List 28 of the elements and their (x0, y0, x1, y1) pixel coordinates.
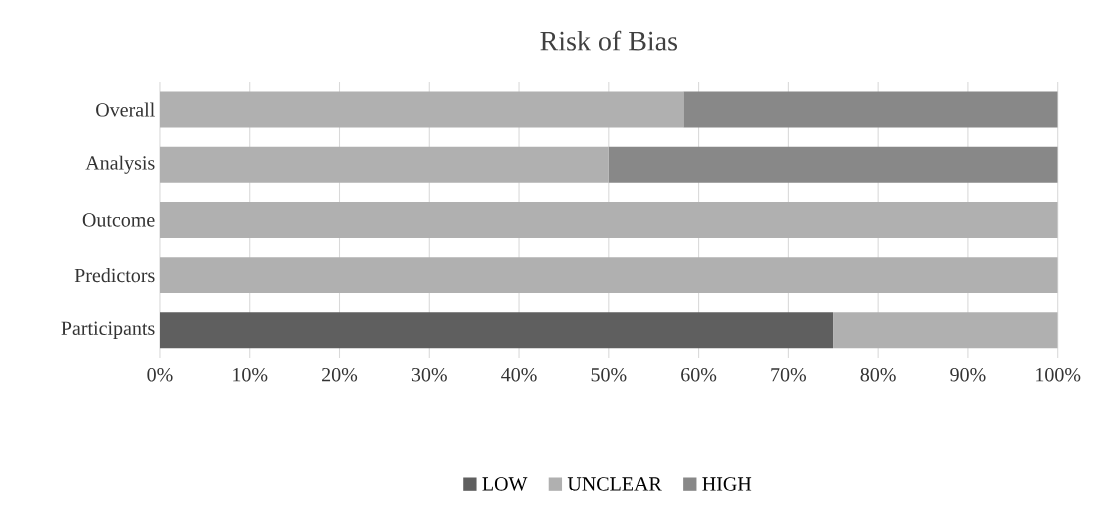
chart-title: Risk of Bias (540, 30, 678, 51)
x-tick-label: 90% (950, 368, 986, 382)
bar (159, 91, 684, 128)
x-tick-label: 40% (501, 368, 537, 382)
x-tick-label: 10% (233, 368, 268, 382)
x-tick-label: 100% (1036, 368, 1081, 382)
legend-label: HIGH (702, 477, 752, 491)
bar (159, 202, 1058, 239)
y-tick-label: Predictors (74, 268, 155, 283)
bar (159, 257, 1058, 294)
x-tick-label: 70% (771, 368, 807, 382)
bar (159, 312, 834, 349)
x-tick-label: 30% (411, 368, 447, 382)
legend-label: UNCLEAR (567, 477, 662, 491)
legend-label: LOW (482, 477, 528, 491)
y-tick-label: Analysis (85, 155, 155, 175)
x-tick-label: 20% (322, 368, 358, 382)
bar (159, 147, 609, 183)
x-tick-label: 60% (681, 368, 717, 382)
x-tick-label: 50% (591, 368, 627, 382)
bar (833, 312, 1058, 349)
x-tick-label: 80% (860, 368, 896, 382)
y-tick-label: Participants (61, 321, 155, 340)
bar (683, 91, 1058, 128)
y-tick-label: Overall (96, 102, 155, 117)
x-tick-label: 0% (147, 368, 173, 382)
y-tick-label: Outcome (82, 213, 155, 227)
bar (608, 147, 1058, 183)
